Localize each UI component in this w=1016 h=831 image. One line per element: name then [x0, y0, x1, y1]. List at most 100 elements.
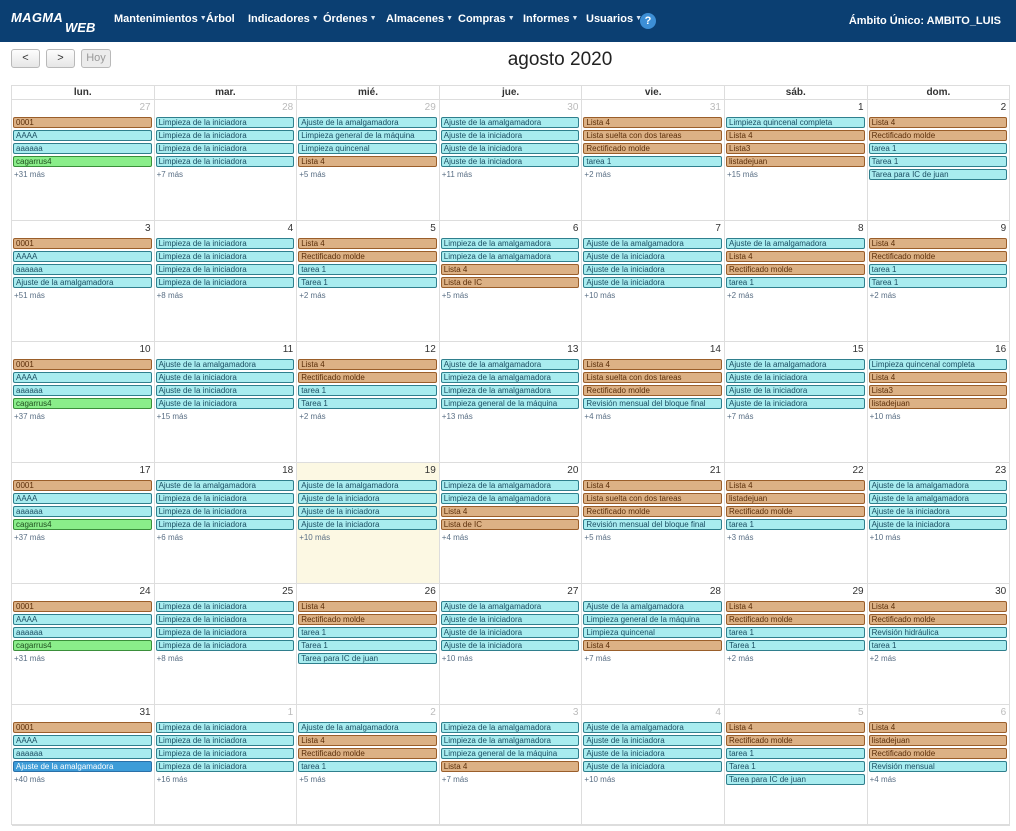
day-cell[interactable]: 1 Limpieza de la iniciadora Limpieza de la… — [154, 705, 298, 826]
day-cell[interactable]: 31 Lista 4 Lista suelta con dos tareas Rect… — [582, 100, 725, 221]
calendar-event[interactable]: Lista de IC — [440, 519, 580, 530]
more-events-link[interactable]: +10 más — [299, 533, 331, 542]
calendar-event[interactable]: Lista 4 — [726, 601, 865, 612]
day-cell[interactable]: 14 Lista 4 Lista suelta con dos tareas Rect… — [582, 342, 725, 463]
calendar-event[interactable]: Lista 4 — [726, 251, 865, 262]
calendar-event[interactable]: Lista 4 — [868, 238, 1008, 249]
calendar-event[interactable]: Tarea 1 — [298, 398, 437, 409]
calendar-event[interactable]: Ajuste de la amalgamadora — [440, 359, 580, 370]
calendar-event[interactable]: Lista 4 — [298, 735, 437, 746]
calendar-event[interactable]: Limpieza de la iniciadora — [155, 238, 295, 249]
calendar-event[interactable]: Ajuste de la iniciadora — [583, 761, 722, 772]
calendar-event[interactable]: Lista de IC — [440, 277, 580, 288]
calendar-event[interactable]: Limpieza general de la máquina — [583, 614, 722, 625]
day-cell[interactable]: 2 Ajuste de la amalgamadora Lista 4 Rectifi… — [297, 705, 440, 826]
calendar-event[interactable]: Lista 4 — [583, 359, 722, 370]
calendar-event[interactable]: Limpieza de la iniciadora — [155, 264, 295, 275]
calendar-event[interactable]: cagarrus4 — [13, 519, 152, 530]
calendar-event[interactable]: Lista3 — [726, 143, 865, 154]
more-events-link[interactable]: +7 más — [727, 412, 754, 421]
calendar-event[interactable]: Limpieza de la iniciadora — [155, 130, 295, 141]
calendar-event[interactable]: Limpieza de la iniciadora — [155, 601, 295, 612]
calendar-event[interactable]: Ajuste de la amalgamadora — [298, 480, 437, 491]
day-cell[interactable]: 13 Ajuste de la amalgamadora Limpieza de l… — [439, 342, 583, 463]
calendar-event[interactable]: tarea 1 — [583, 156, 722, 167]
calendar-event[interactable]: Rectificado molde — [298, 251, 437, 262]
calendar-event[interactable]: Ajuste de la amalgamadora — [13, 761, 152, 772]
calendar-event[interactable]: tarea 1 — [726, 748, 865, 759]
day-cell[interactable]: 21 Lista 4 Lista suelta con dos tareas Rect… — [582, 463, 725, 584]
help-icon[interactable]: ? — [640, 13, 656, 29]
calendar-event[interactable]: Limpieza de la amalgamadora — [440, 722, 580, 733]
calendar-event[interactable]: Limpieza de la iniciadora — [155, 627, 295, 638]
more-events-link[interactable]: +2 más — [869, 291, 897, 300]
nav-item-1[interactable]: Árbol — [206, 13, 235, 25]
calendar-event[interactable]: Ajuste de la amalgamadora — [155, 480, 295, 491]
day-cell[interactable]: 23 Ajuste de la amalgamadora Ajuste de la … — [867, 463, 1011, 584]
day-cell[interactable]: 12 Lista 4 Rectificado molde tarea 1 Tarea 1… — [297, 342, 440, 463]
calendar-event[interactable]: AAAA — [13, 735, 152, 746]
calendar-event[interactable]: cagarrus4 — [13, 398, 152, 409]
calendar-event[interactable]: Lista 4 — [726, 130, 865, 141]
calendar-event[interactable]: Limpieza de la iniciadora — [155, 117, 295, 128]
calendar-event[interactable]: Ajuste de la iniciadora — [726, 372, 865, 383]
prev-month-button[interactable]: < — [11, 49, 40, 68]
calendar-event[interactable]: Ajuste de la amalgamadora — [13, 277, 152, 288]
day-cell[interactable]: 15 Ajuste de la amalgamadora Ajuste de la … — [725, 342, 868, 463]
calendar-event[interactable]: Ajuste de la iniciadora — [298, 506, 437, 517]
calendar-event[interactable]: tarea 1 — [298, 264, 437, 275]
calendar-event[interactable]: Limpieza de la iniciadora — [155, 748, 295, 759]
day-cell[interactable]: 20 Limpieza de la amalgamadora Limpieza de… — [439, 463, 583, 584]
calendar-event[interactable]: Lista 4 — [298, 238, 437, 249]
calendar-event[interactable]: Tarea para IC de juan — [868, 169, 1008, 180]
more-events-link[interactable]: +4 más — [441, 533, 469, 542]
more-events-link[interactable]: +2 más — [584, 170, 611, 179]
calendar-event[interactable]: Tarea 1 — [298, 640, 437, 651]
calendar-event[interactable]: tarea 1 — [868, 640, 1008, 651]
more-events-link[interactable]: +10 más — [869, 412, 901, 421]
day-cell[interactable]: 11 Ajuste de la amalgamadora Ajuste de la … — [154, 342, 298, 463]
nav-item-3[interactable]: Órdenes ▼ — [323, 13, 377, 25]
day-cell[interactable]: 7 Ajuste de la amalgamadora Ajuste de la i… — [582, 221, 725, 342]
more-events-link[interactable]: +4 más — [869, 775, 897, 784]
calendar-event[interactable]: Ajuste de la iniciadora — [583, 277, 722, 288]
calendar-event[interactable]: AAAA — [13, 372, 152, 383]
calendar-event[interactable]: Limpieza de la iniciadora — [155, 519, 295, 530]
scope-label[interactable]: Ámbito Único: AMBITO_LUIS — [848, 15, 1001, 27]
day-cell[interactable]: 29 Lista 4 Rectificado molde tarea 1 Tarea 1… — [725, 584, 868, 705]
more-events-link[interactable]: +2 más — [727, 654, 754, 663]
day-cell[interactable]: 8 Ajuste de la amalgamadora Lista 4 Rectifi… — [725, 221, 868, 342]
calendar-event[interactable]: Ajuste de la iniciadora — [298, 493, 437, 504]
next-month-button[interactable]: > — [46, 49, 75, 68]
day-cell[interactable]: 28 Ajuste de la amalgamadora Limpieza gene… — [582, 584, 725, 705]
day-cell[interactable]: 17 0001 AAAA aaaaaa cagarrus4 +37 más — [12, 463, 155, 584]
calendar-event[interactable]: Limpieza de la iniciadora — [155, 614, 295, 625]
calendar-event[interactable]: Ajuste de la amalgamadora — [726, 359, 865, 370]
calendar-event[interactable]: Revisión hidráulica — [868, 627, 1008, 638]
calendar-event[interactable]: aaaaaa — [13, 506, 152, 517]
calendar-event[interactable]: Lista 4 — [440, 506, 580, 517]
more-events-link[interactable]: +10 más — [584, 775, 616, 784]
day-cell[interactable]: 3 0001 AAAA aaaaaa Ajuste de la amalgamadora… — [12, 221, 155, 342]
more-events-link[interactable]: +10 más — [584, 291, 616, 300]
day-cell[interactable]: 2 Lista 4 Rectificado molde tarea 1 Tarea 1 T… — [867, 100, 1011, 221]
day-cell[interactable]: 29 Ajuste de la amalgamadora Limpieza gene… — [297, 100, 440, 221]
calendar-event[interactable]: listadejuan — [726, 156, 865, 167]
calendar-event[interactable]: Limpieza de la amalgamadora — [440, 480, 580, 491]
calendar-event[interactable]: cagarrus4 — [13, 640, 152, 651]
calendar-event[interactable]: Ajuste de la iniciadora — [726, 385, 865, 396]
calendar-event[interactable]: aaaaaa — [13, 748, 152, 759]
calendar-event[interactable]: Ajuste de la iniciadora — [440, 640, 580, 651]
calendar-event[interactable]: Tarea 1 — [726, 761, 865, 772]
calendar-event[interactable]: Limpieza general de la máquina — [440, 398, 580, 409]
more-events-link[interactable]: +16 más — [156, 775, 188, 784]
more-events-link[interactable]: +31 más — [14, 170, 45, 179]
day-cell[interactable]: 18 Ajuste de la amalgamadora Limpieza de l… — [154, 463, 298, 584]
calendar-event[interactable]: AAAA — [13, 130, 152, 141]
more-events-link[interactable]: +15 más — [727, 170, 758, 179]
calendar-event[interactable]: Limpieza de la amalgamadora — [440, 372, 580, 383]
day-cell[interactable]: 16 Limpieza quincenal completa Lista 4 List… — [867, 342, 1011, 463]
calendar-event[interactable]: Ajuste de la iniciadora — [583, 748, 722, 759]
more-events-link[interactable]: +8 más — [156, 291, 184, 300]
day-cell[interactable]: 5 Lista 4 Rectificado molde tarea 1 Tarea 1 +… — [297, 221, 440, 342]
